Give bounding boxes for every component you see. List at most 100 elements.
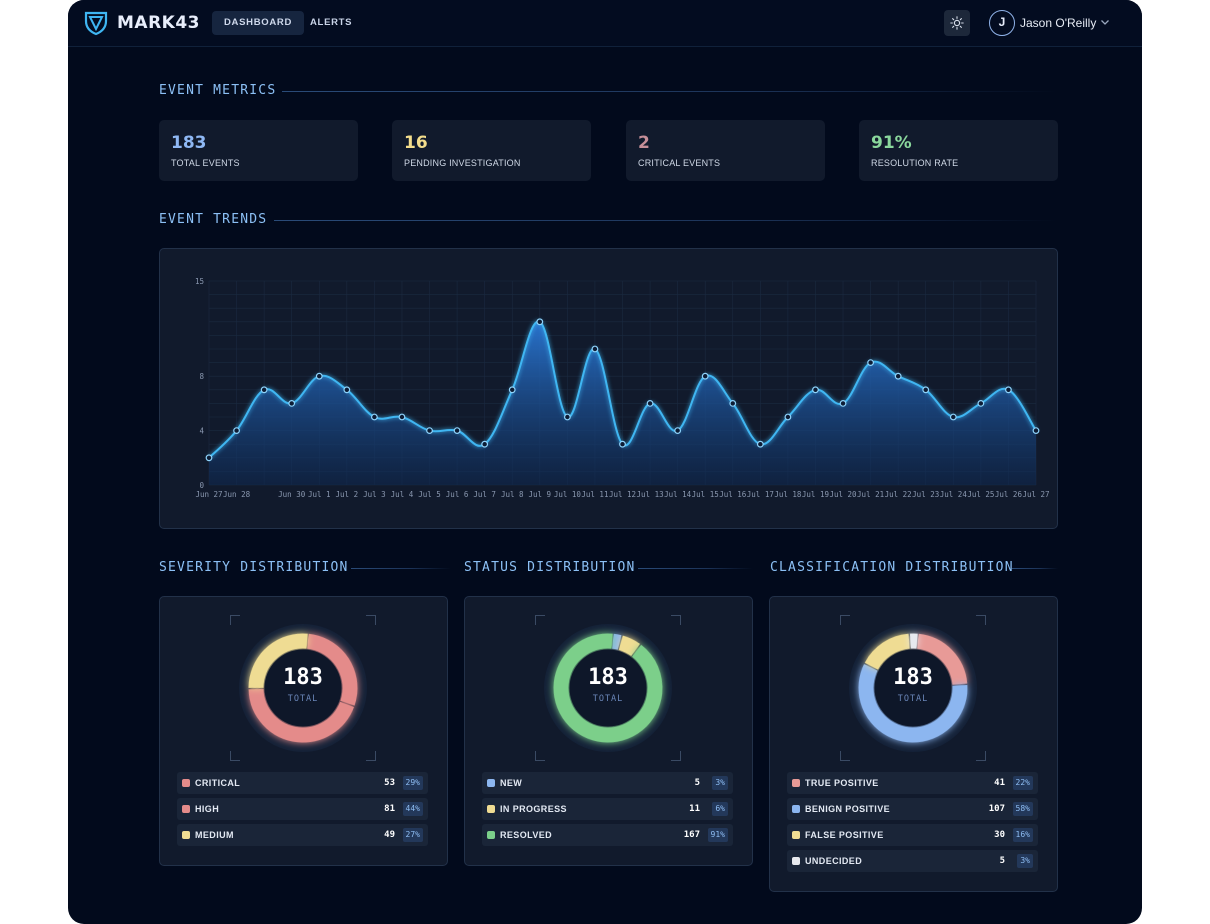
data-point[interactable] [729,399,737,407]
legend-row-critical[interactable]: CRITICAL 53 29% [177,772,428,794]
legend-swatch [182,805,190,813]
legend-row-new[interactable]: NEW 5 3% [482,772,733,794]
legend-swatch [792,831,800,839]
x-tick-label: Jul 2 [336,490,359,499]
legend-count: 5 [694,778,700,788]
legend-row-undecided[interactable]: UNDECIDED 5 3% [787,850,1038,872]
data-point[interactable] [1032,427,1040,435]
section-divider [274,220,1058,221]
data-point[interactable] [481,440,489,448]
data-point[interactable] [894,372,902,380]
donut-halo [544,624,672,752]
legend-row-true-positive[interactable]: TRUE POSITIVE 41 22% [787,772,1038,794]
legend-swatch [182,779,190,787]
legend-row-in-progress[interactable]: IN PROGRESS 11 6% [482,798,733,820]
legend-count: 81 [384,804,395,814]
corner-bracket [366,615,376,625]
legend-percent-badge: 27% [402,828,423,842]
metric-label: RESOLUTION RATE [871,158,959,168]
legend-swatch [792,805,800,813]
y-tick-label: 4 [199,427,204,436]
data-point[interactable] [288,399,296,407]
classification-distribution-panel: 183 TOTAL TRUE POSITIVE 41 22% BENIGN POSITIV… [769,596,1058,892]
data-point[interactable] [591,345,599,353]
donut-segment[interactable] [248,633,358,743]
donut-segment[interactable] [248,633,358,743]
data-point[interactable] [563,413,571,421]
data-point[interactable] [508,386,516,394]
x-tick-label: Jul 8 [501,490,524,499]
donut-total-label: TOTAL [287,694,319,704]
status-distribution-title: STATUS DISTRIBUTION [464,560,636,575]
x-tick-label: Jul 5 [418,490,441,499]
donut-hole [569,649,647,727]
section-divider [1012,568,1058,569]
donut-segment[interactable] [553,633,663,743]
legend-label: HIGH [195,804,220,814]
theme-toggle-button[interactable] [944,10,970,36]
legend-row-benign-positive[interactable]: BENIGN POSITIVE 107 58% [787,798,1038,820]
x-tick-label: Jul 18 [774,490,802,499]
legend-count: 53 [384,778,395,788]
data-point[interactable] [756,440,764,448]
data-point[interactable] [370,413,378,421]
tab-alerts[interactable]: ALERTS [310,17,353,28]
legend-label: MEDIUM [195,830,234,840]
corner-bracket [671,615,681,625]
x-tick-label: Jul 21 [857,490,884,499]
legend-count: 30 [994,830,1005,840]
x-tick-label: Jul 25 [967,490,994,499]
user-avatar[interactable]: J [989,10,1015,36]
legend-percent-badge: 58% [1012,802,1033,816]
y-tick-label: 8 [199,372,204,381]
x-tick-label: Jul 6 [446,490,469,499]
data-point[interactable] [646,399,654,407]
data-point[interactable] [426,427,433,435]
data-point[interactable] [260,386,268,394]
data-point[interactable] [867,359,874,366]
chevron-down-icon[interactable] [1100,17,1110,27]
corner-bracket [671,751,681,761]
donut-hole [264,649,342,727]
trend-area [209,321,1036,485]
legend-label: CRITICAL [195,778,241,788]
legend-label: BENIGN POSITIVE [805,804,891,814]
data-point[interactable] [701,372,709,380]
x-tick-label: Jun 30 [278,490,306,499]
donut-segment[interactable] [858,633,968,743]
legend-percent-badge: 3% [1017,854,1033,868]
data-point[interactable] [453,427,461,435]
data-point[interactable] [619,440,626,448]
event-trends-chart: 0 4 8 15 Jun 27 Jun 28 Jun 30 Jul 1 Jul 2 Jul 3 Ju… [159,248,1058,529]
data-point[interactable] [205,454,213,462]
data-point[interactable] [1005,386,1012,394]
data-point[interactable] [398,413,406,421]
donut-svg [849,624,977,752]
data-point[interactable] [839,399,847,407]
data-point[interactable] [922,386,930,394]
user-name[interactable]: Jason O'Reilly [1020,16,1097,30]
data-point[interactable] [812,386,819,394]
legend-label: TRUE POSITIVE [805,778,879,788]
event-metrics-title: EVENT METRICS [159,83,277,98]
donut-segment[interactable] [248,633,358,743]
legend-row-medium[interactable]: MEDIUM 49 27% [177,824,428,846]
donut-segment[interactable] [858,633,968,743]
data-point[interactable] [674,427,682,435]
data-point[interactable] [233,427,240,435]
legend-swatch [487,805,495,813]
data-point[interactable] [949,413,957,421]
tab-dashboard[interactable]: DASHBOARD [212,11,305,35]
legend-row-resolved[interactable]: RESOLVED 167 91% [482,824,733,846]
data-point[interactable] [315,372,323,380]
legend-row-high[interactable]: HIGH 81 44% [177,798,428,820]
legend-percent-badge: 29% [402,776,423,790]
data-point[interactable] [343,386,351,394]
data-point[interactable] [784,413,792,421]
legend-percent-badge: 6% [712,802,728,816]
corner-bracket [976,615,986,625]
donut-segment[interactable] [553,633,663,743]
data-point[interactable] [536,318,544,326]
data-point[interactable] [977,399,985,407]
legend-row-false-positive[interactable]: FALSE POSITIVE 30 16% [787,824,1038,846]
